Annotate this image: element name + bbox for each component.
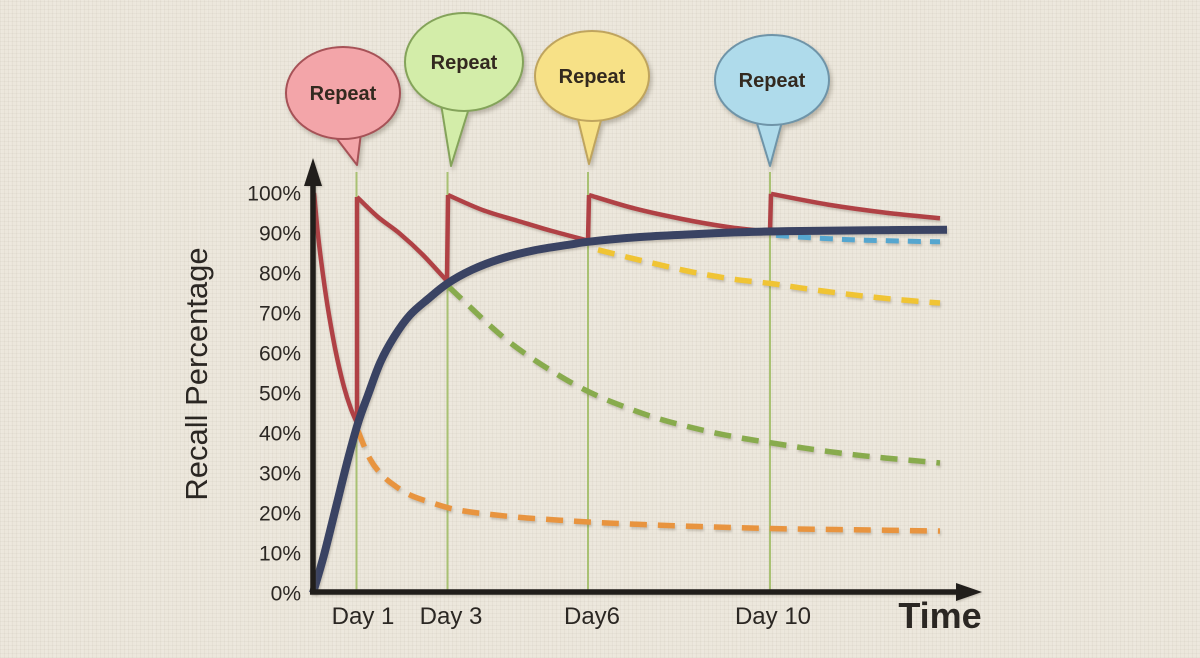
curve-forgetting-after-day10 <box>775 232 941 245</box>
y-tick-label: 20% <box>259 503 301 526</box>
tick-labels-layer: 0% 10% 20% 30% 40% 50% 60% 70% 80% 90% 100% Day 1 Da… <box>247 183 811 630</box>
curve-review-spike-day3 <box>444 194 451 282</box>
curve-review-decay-day3-day6 <box>447 192 589 243</box>
y-axis-title: Recall Percentage <box>179 247 214 500</box>
curve-review-decay-after-day10 <box>770 191 941 221</box>
repeat-bubble: Repeat <box>534 30 650 165</box>
bubble-body <box>534 30 650 122</box>
x-axis-arrow-icon <box>956 583 982 601</box>
curve-review-decay-day6-day10 <box>588 192 771 235</box>
bubble-tail <box>440 103 470 167</box>
y-tick-label: 60% <box>259 343 301 366</box>
y-tick-label: 10% <box>259 543 301 566</box>
bubble-label: Repeat <box>739 70 806 92</box>
curve-review-spike-day10 <box>767 193 774 232</box>
repeat-bubbles-layer: Repeat Repeat Repeat Repeat <box>285 12 830 167</box>
curve-memory-consolidation-curve <box>309 225 948 595</box>
curve-review-spike-day6 <box>585 194 592 241</box>
curves-layer <box>309 191 948 595</box>
repeat-bubble: Repeat <box>404 12 524 167</box>
bubble-body <box>714 34 830 126</box>
y-tick-label: 30% <box>259 463 301 486</box>
bubble-label: Repeat <box>559 66 626 88</box>
x-axis-title: Time <box>898 595 981 636</box>
curve-review-curve-initial-decay <box>311 192 360 424</box>
y-tick-label: 90% <box>259 223 301 246</box>
repeat-bubble: Repeat <box>714 34 830 167</box>
bubble-body <box>404 12 524 112</box>
x-tick-label: Day 10 <box>735 603 811 630</box>
repeat-bubble: Repeat <box>285 46 401 166</box>
y-tick-label: 0% <box>271 583 301 606</box>
x-tick-label: Day 1 <box>332 603 395 630</box>
axes-layer <box>304 158 982 601</box>
bubble-label: Repeat <box>310 83 377 105</box>
y-tick-label: 50% <box>259 383 301 406</box>
x-tick-label: Day6 <box>564 603 620 630</box>
y-tick-label: 100% <box>247 183 301 206</box>
bubble-body <box>285 46 401 140</box>
curve-forgetting-after-day3 <box>447 284 941 466</box>
curve-review-decay-day1-day3 <box>355 195 449 283</box>
x-tick-label: Day 3 <box>420 603 483 630</box>
y-tick-label: 70% <box>259 303 301 326</box>
y-axis-arrow-icon <box>304 158 322 186</box>
y-tick-label: 40% <box>259 423 301 446</box>
curve-forgetting-after-day1 <box>355 429 941 534</box>
bubble-label: Repeat <box>431 52 498 74</box>
y-tick-label: 80% <box>259 263 301 286</box>
